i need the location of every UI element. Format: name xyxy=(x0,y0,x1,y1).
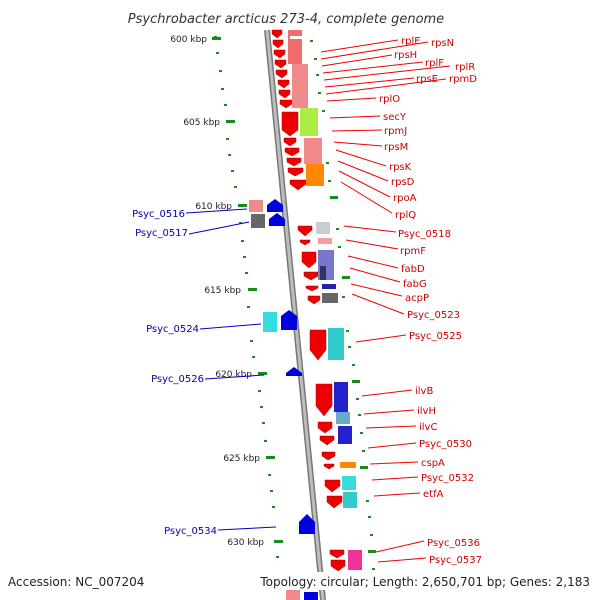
gene-label-secY: secY xyxy=(383,112,407,123)
gene-label-fabG: fabG xyxy=(403,279,427,290)
right-gene-labels: rplE rpsN rpsH rplF rplR rpsE rpmD rplO … xyxy=(379,36,482,566)
gene-label-rpmD: rpmD xyxy=(449,74,477,85)
gene-label-rplE: rplE xyxy=(401,36,421,47)
gene-label-rpsN: rpsN xyxy=(431,38,454,49)
gene-label-rplQ: rplQ xyxy=(395,210,416,221)
gene-label-psyc-0517: Psyc_0517 xyxy=(135,228,188,239)
gene-label-rpsM: rpsM xyxy=(384,142,408,153)
gene-label-rpsK: rpsK xyxy=(389,162,412,173)
footer-summary: Topology: circular; Length: 2,650,701 bp… xyxy=(259,575,590,589)
gene-label-psyc-0523: Psyc_0523 xyxy=(407,310,460,321)
gene-label-acpP: acpP xyxy=(405,293,429,304)
right-leader-lines xyxy=(320,39,451,563)
gene-label-ilvB: ilvB xyxy=(415,386,433,397)
kbp-label-630: 630 kbp xyxy=(227,538,264,548)
reverse-gene-features xyxy=(249,199,318,600)
right-dotted-track xyxy=(310,40,375,570)
gene-label-psyc-0525: Psyc_0525 xyxy=(409,331,462,342)
gene-label-rpoA: rpoA xyxy=(393,193,417,204)
gene-label-psyc-0530: Psyc_0530 xyxy=(419,439,472,450)
gene-label-psyc-0536: Psyc_0536 xyxy=(427,538,480,549)
left-leader-lines xyxy=(185,208,277,531)
gene-label-rplO: rplO xyxy=(379,94,400,105)
gene-label-rpsH: rpsH xyxy=(394,50,417,61)
left-gene-labels: Psyc_0516 Psyc_0517 Psyc_0524 Psyc_0526 … xyxy=(132,209,217,537)
gene-label-psyc-0524: Psyc_0524 xyxy=(146,324,199,335)
gene-label-psyc-0537: Psyc_0537 xyxy=(429,555,482,566)
left-dotted-track xyxy=(214,36,279,558)
gene-label-etfA: etfA xyxy=(423,489,444,500)
gene-label-psyc-0518: Psyc_0518 xyxy=(398,229,451,240)
gene-label-psyc-0532: Psyc_0532 xyxy=(421,473,474,484)
gene-label-rplF: rplF xyxy=(425,58,444,69)
kbp-label-610: 610 kbp xyxy=(195,202,232,212)
kbp-ticks xyxy=(212,37,376,553)
kbp-label-625: 625 kbp xyxy=(223,454,260,464)
gene-label-cspA: cspA xyxy=(421,458,445,469)
gene-label-rplR: rplR xyxy=(455,62,475,73)
kbp-labels: 600 kbp 605 kbp 610 kbp 615 kbp 620 kbp … xyxy=(170,35,264,548)
footer-band xyxy=(0,572,600,590)
genome-title: Psychrobacter arcticus 273-4, complete g… xyxy=(128,12,444,27)
cog-blocks xyxy=(286,30,362,600)
footer-accession: Accession: NC_007204 xyxy=(8,575,144,589)
kbp-label-615: 615 kbp xyxy=(204,286,241,296)
gene-label-ilvC: ilvC xyxy=(419,422,437,433)
kbp-label-600: 600 kbp xyxy=(170,35,207,45)
forward-gene-arrows xyxy=(271,29,346,572)
gene-label-psyc-0534: Psyc_0534 xyxy=(164,526,217,537)
kbp-label-620: 620 kbp xyxy=(215,370,252,380)
gene-label-rpmF: rpmF xyxy=(400,246,426,257)
kbp-label-605: 605 kbp xyxy=(183,118,220,128)
gene-label-psyc-0516: Psyc_0516 xyxy=(132,209,185,220)
gene-label-psyc-0526: Psyc_0526 xyxy=(151,374,204,385)
gene-label-ilvH: ilvH xyxy=(417,406,436,417)
gene-label-rpsD: rpsD xyxy=(391,177,415,188)
gene-label-fabD: fabD xyxy=(401,264,425,275)
gene-label-rpmJ: rpmJ xyxy=(384,126,407,137)
gene-label-rpsE: rpsE xyxy=(416,74,438,85)
